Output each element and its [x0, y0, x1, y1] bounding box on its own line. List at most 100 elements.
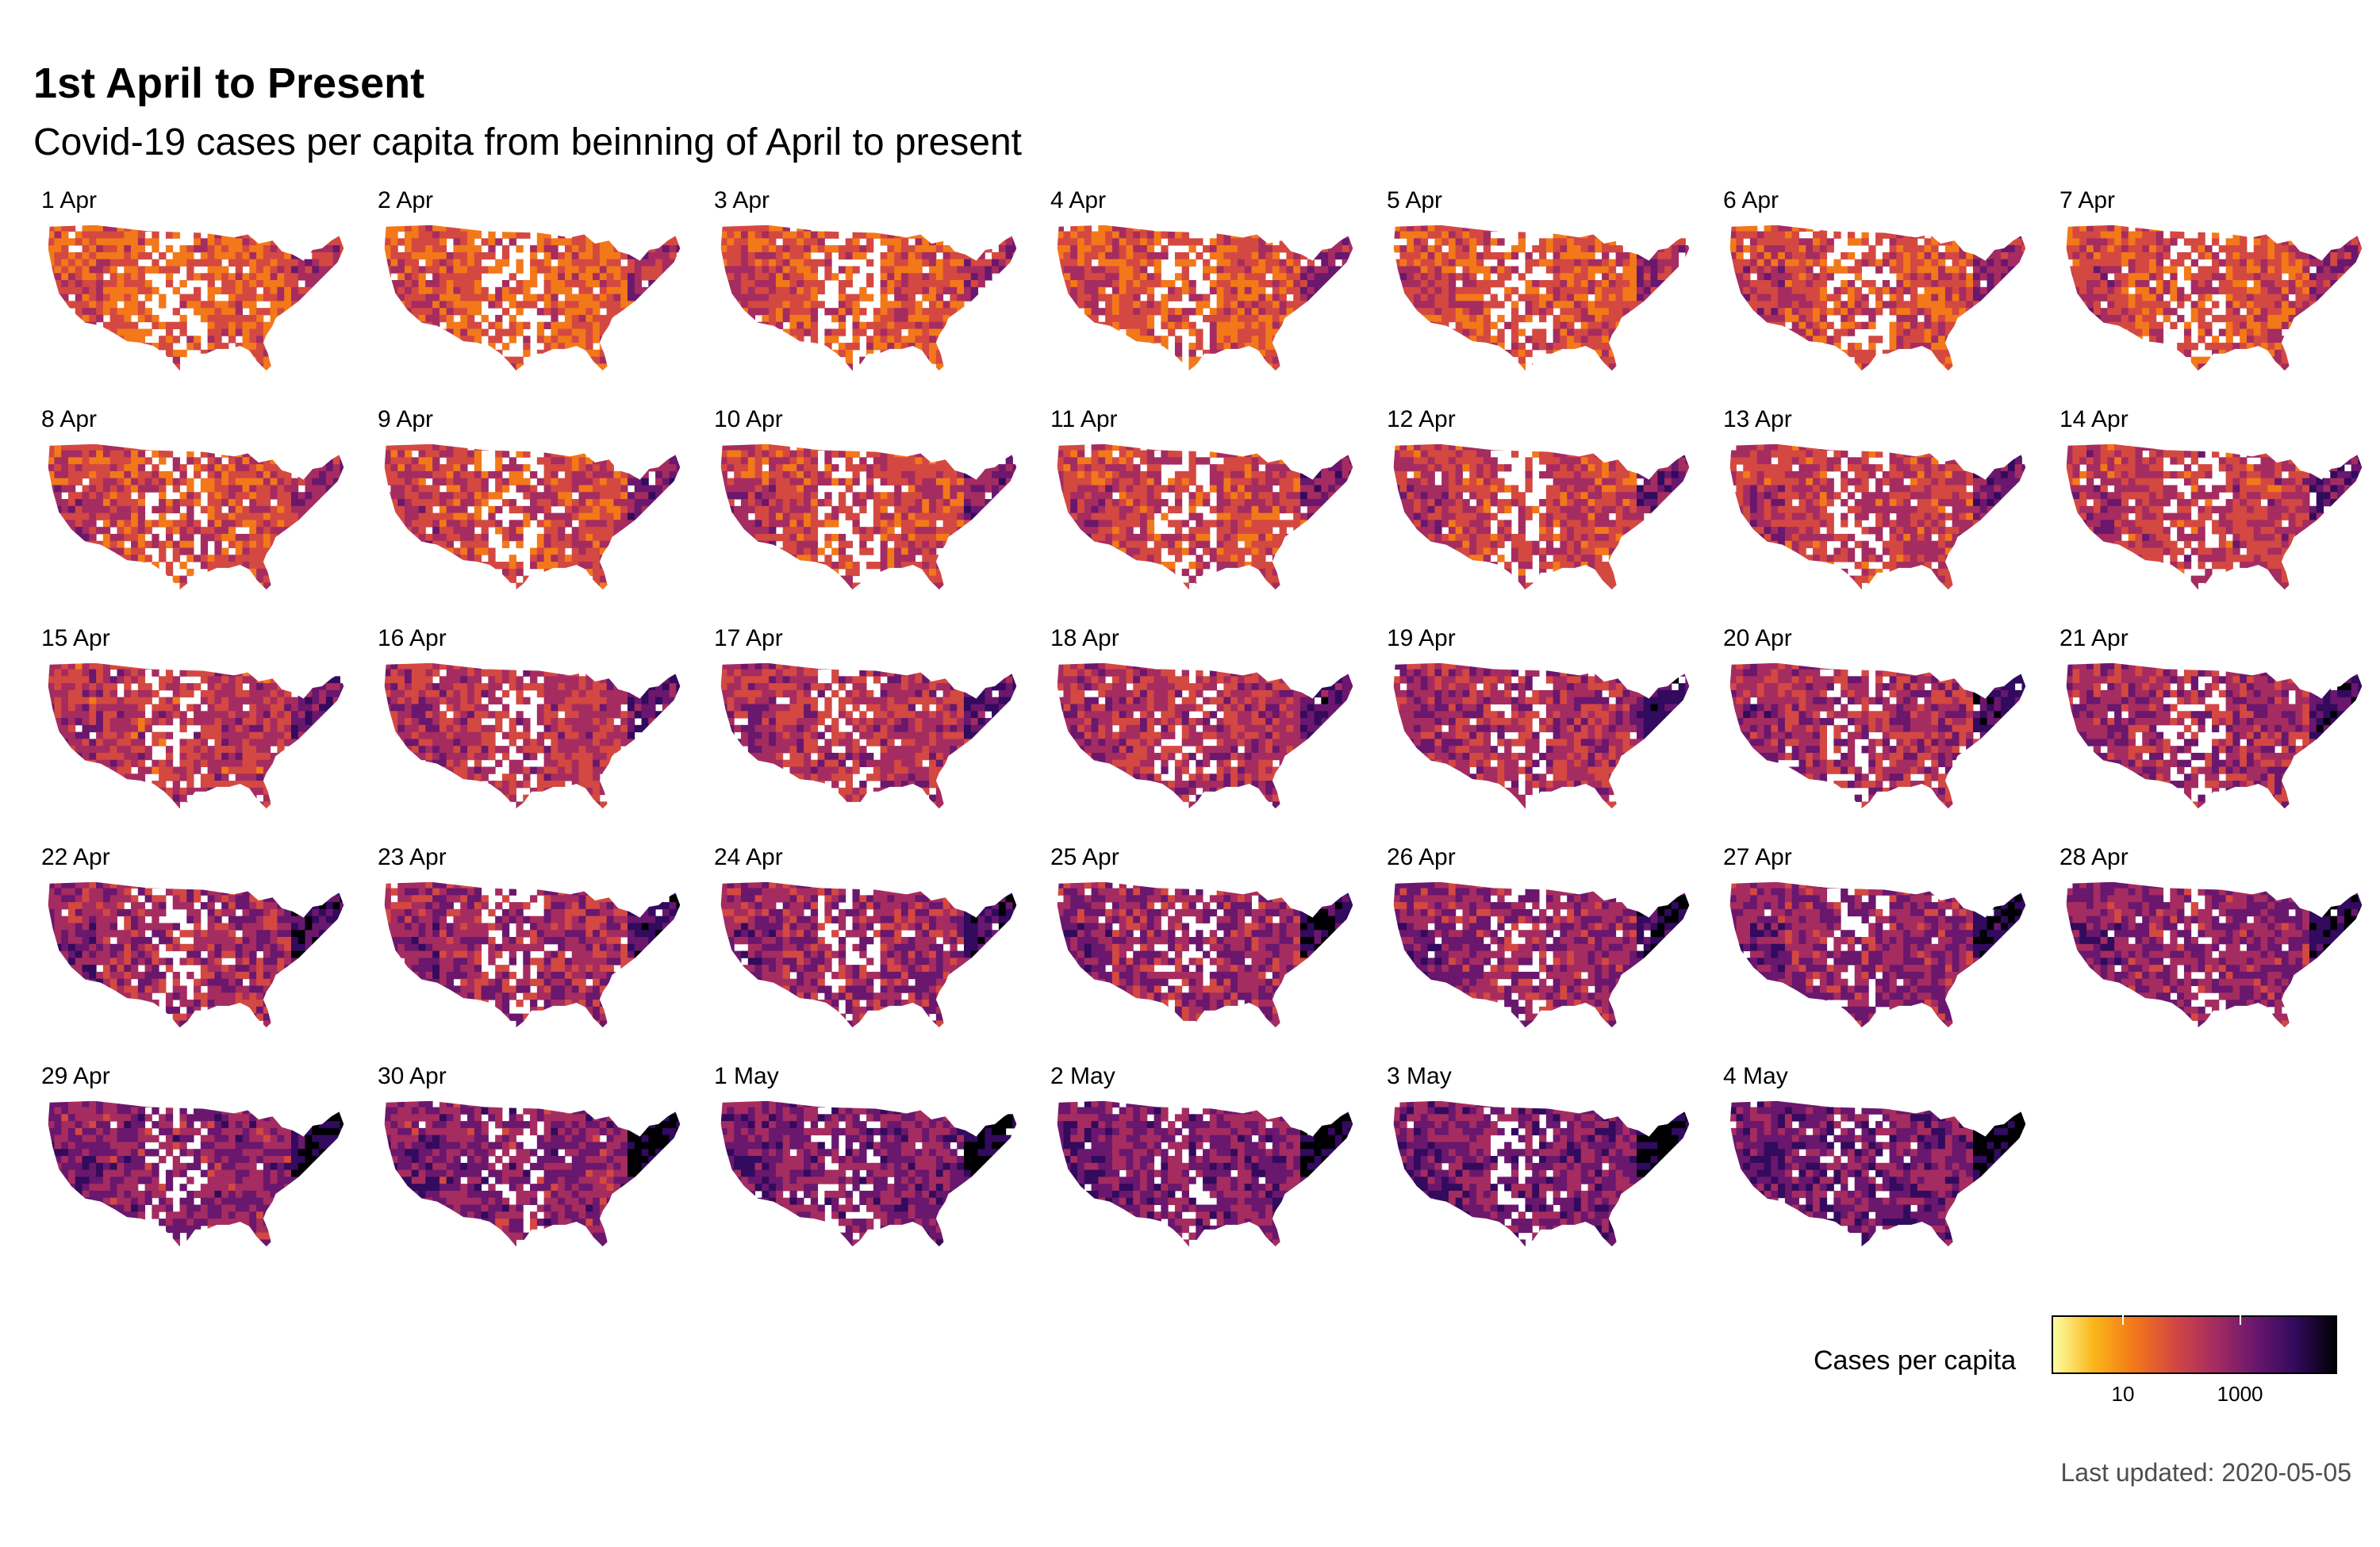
county-cell [1251, 273, 1259, 281]
county-cell [662, 259, 670, 267]
county-cell [40, 363, 48, 370]
county-cell [509, 238, 516, 246]
county-cell [669, 356, 677, 364]
county-cell [1608, 343, 1617, 351]
county-cell [446, 321, 454, 329]
county-cell [186, 273, 194, 281]
county-cell [998, 245, 1007, 253]
county-cell [769, 280, 777, 288]
county-cell [1217, 217, 1224, 225]
county-cell [1140, 231, 1148, 239]
county-cell [894, 294, 902, 301]
county-cell [1307, 301, 1315, 309]
county-cell [411, 308, 420, 316]
county-cell [942, 245, 950, 253]
county-cell [887, 280, 895, 288]
county-cell [1307, 286, 1315, 295]
county-cell [284, 280, 292, 288]
county-cell [950, 363, 958, 371]
county-cell [1084, 259, 1092, 267]
county-cell [186, 251, 194, 260]
county-cell [1244, 328, 1252, 336]
county-cell [1678, 343, 1686, 351]
county-cell [1342, 349, 1349, 358]
county-cell [720, 245, 727, 253]
county-cell [1314, 349, 1322, 358]
county-cell [1469, 356, 1477, 364]
county-cell [1407, 217, 1414, 225]
county-cell [775, 336, 784, 344]
county-cell [1230, 308, 1238, 316]
county-cell [551, 343, 559, 351]
county-cell [1685, 280, 1690, 288]
county-cell [1441, 308, 1449, 316]
county-cell [495, 328, 503, 336]
county-cell [109, 280, 117, 288]
county-cell [186, 266, 194, 274]
county-cell [797, 231, 804, 239]
map-panel: 4 Apr [1042, 187, 1368, 378]
county-cell [669, 343, 677, 351]
county-cell [985, 273, 992, 281]
county-cell [474, 217, 482, 225]
county-cell [1896, 286, 1904, 295]
county-cell [1573, 238, 1582, 246]
county-cell [305, 308, 313, 316]
county-cell [390, 356, 398, 364]
county-cell [613, 286, 621, 295]
county-cell [676, 225, 681, 232]
county-cell [109, 301, 117, 309]
county-cell [669, 273, 677, 281]
county-cell [1931, 294, 1939, 301]
county-cell [804, 314, 812, 323]
county-cell [117, 349, 125, 358]
county-cell [977, 343, 985, 351]
county-cell [384, 321, 391, 329]
county-cell [1987, 286, 1994, 295]
county-cell [564, 238, 573, 246]
county-cell [627, 349, 635, 358]
county-cell [1587, 363, 1595, 371]
county-cell [1272, 231, 1280, 239]
county-cell [1497, 259, 1505, 267]
county-cell [201, 217, 208, 225]
county-cell [453, 273, 461, 281]
county-cell [509, 286, 516, 295]
county-cell [1111, 266, 1120, 274]
county-cell [998, 294, 1007, 301]
county-cell [1608, 308, 1617, 316]
county-cell [1678, 294, 1686, 301]
county-cell [1084, 301, 1092, 309]
county-cell [1573, 225, 1582, 232]
county-cell [137, 286, 146, 295]
county-cell [852, 301, 860, 309]
county-cell [1012, 314, 1017, 323]
county-cell [488, 238, 496, 246]
county-cell [516, 328, 524, 336]
county-cell [1245, 217, 1252, 225]
county-cell [1917, 294, 1925, 301]
county-cell [1307, 225, 1315, 232]
county-cell [1490, 238, 1498, 246]
county-cell [1230, 273, 1238, 281]
county-cell [1441, 328, 1449, 336]
county-cell [852, 314, 860, 323]
county-cell [1910, 266, 1918, 274]
county-cell [1966, 301, 1974, 309]
county-cell [1126, 363, 1134, 371]
county-cell [1012, 349, 1017, 358]
county-cell [319, 225, 327, 232]
county-cell [606, 294, 614, 301]
county-cell [1573, 370, 1582, 371]
county-cell [655, 321, 663, 329]
county-cell [117, 217, 124, 225]
county-cell [298, 286, 306, 295]
county-cell [998, 286, 1007, 295]
county-cell [578, 225, 586, 232]
county-cell [1994, 286, 2002, 295]
county-cell [1299, 321, 1308, 329]
county-cell [929, 231, 937, 239]
county-cell [1223, 314, 1231, 323]
county-cell [1237, 294, 1246, 301]
county-cell [1764, 301, 1772, 309]
